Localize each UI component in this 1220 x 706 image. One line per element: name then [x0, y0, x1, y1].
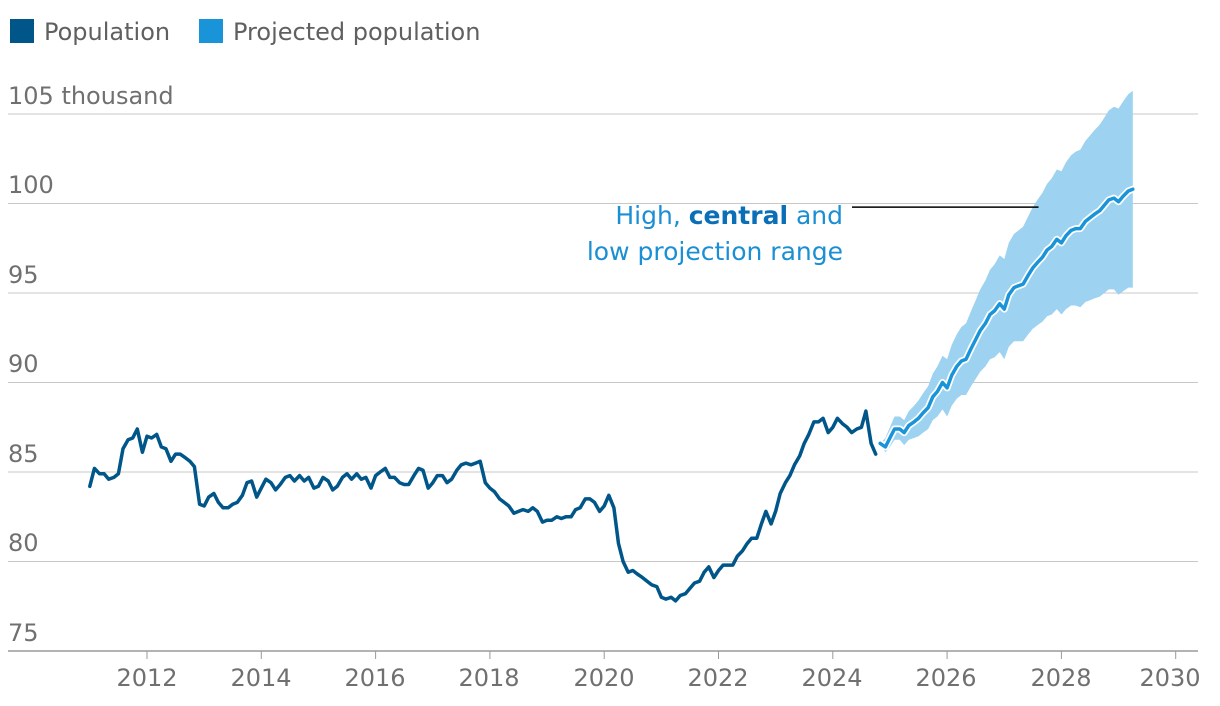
population-line [88, 409, 878, 603]
annotation-text-and: and [788, 201, 843, 230]
y-tick-label-75: 75 [8, 619, 39, 647]
y-tick-label-105: 105 thousand [8, 82, 174, 110]
annotation-line-1: High, central and [615, 201, 843, 230]
legend-swatch-projected-population [199, 19, 223, 43]
legend-label-projected-population: Projected population [233, 18, 480, 46]
x-tick-label-2028: 2028 [1030, 664, 1091, 692]
y-tick-label-85: 85 [8, 440, 39, 468]
x-axis-ticks [146, 651, 1177, 659]
annotation-text-high: High, [615, 201, 688, 230]
projection-range-band [880, 90, 1133, 453]
y-axis-labels: 105 thousand 100 95 90 85 80 75 [8, 82, 174, 647]
y-tick-label-80: 80 [8, 529, 39, 557]
x-tick-label-2016: 2016 [344, 664, 405, 692]
y-tick-label-90: 90 [8, 350, 39, 378]
y-tick-label-95: 95 [8, 261, 39, 289]
annotation: High, central and low projection range [587, 201, 1039, 266]
x-tick-label-2020: 2020 [573, 664, 634, 692]
x-tick-label-2030: 2030 [1139, 664, 1200, 692]
x-tick-label-2014: 2014 [230, 664, 291, 692]
y-tick-label-100: 100 [8, 171, 54, 199]
annotation-line-2: low projection range [587, 237, 843, 266]
x-tick-label-2026: 2026 [915, 664, 976, 692]
annotation-text-central: central [689, 201, 788, 230]
x-axis-labels: 2012 2014 2016 2018 2020 2022 2024 2026 … [116, 664, 1200, 692]
x-tick-label-2024: 2024 [801, 664, 862, 692]
gridlines [8, 113, 1198, 652]
legend-label-population: Population [44, 18, 170, 46]
projected-population-line [878, 187, 1135, 449]
legend: Population Projected population [10, 18, 480, 46]
legend-swatch-population [10, 19, 34, 43]
x-tick-label-2022: 2022 [687, 664, 748, 692]
x-tick-label-2018: 2018 [458, 664, 519, 692]
x-tick-label-2012: 2012 [116, 664, 177, 692]
